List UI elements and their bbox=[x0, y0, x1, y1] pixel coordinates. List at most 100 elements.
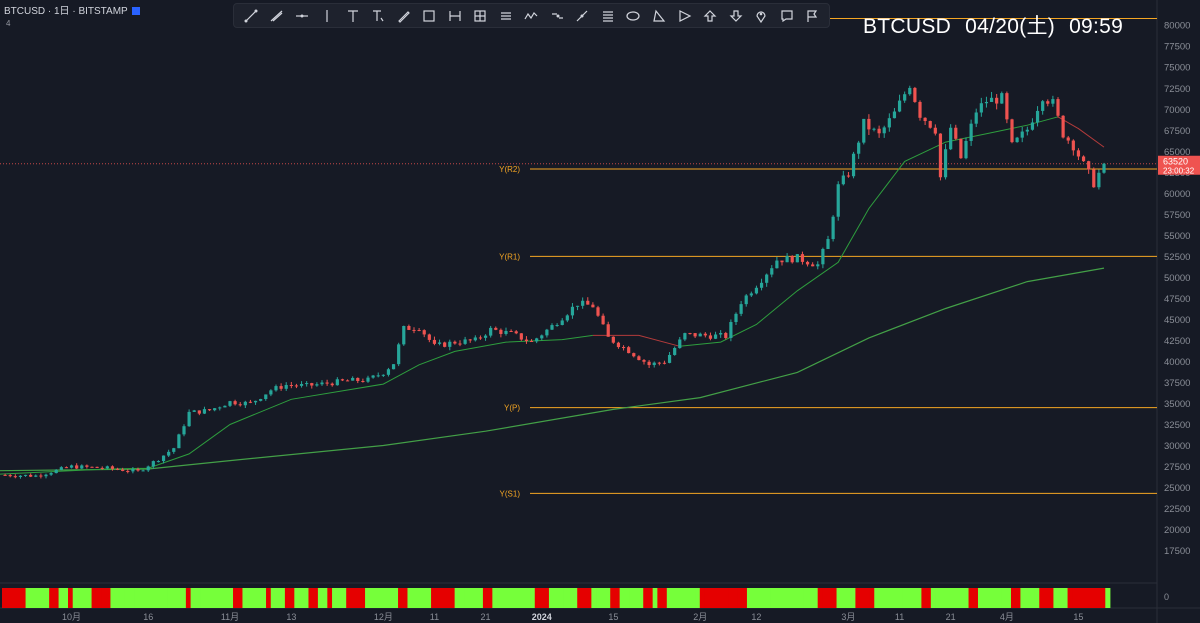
arrow-line-icon[interactable] bbox=[549, 8, 565, 24]
indicator-bar bbox=[464, 588, 470, 608]
indicator-bar bbox=[393, 588, 399, 608]
candle-body bbox=[243, 401, 247, 406]
candle-body bbox=[315, 384, 319, 386]
indicator-bar bbox=[148, 588, 154, 608]
indicator-bar bbox=[16, 588, 22, 608]
candle-body bbox=[673, 348, 677, 355]
pitchfork-icon[interactable] bbox=[677, 8, 693, 24]
indicator-bar bbox=[379, 588, 385, 608]
indicator-bar bbox=[53, 588, 59, 608]
pivot-label: Y(P) bbox=[504, 404, 520, 413]
candle-body bbox=[857, 142, 861, 154]
candle-body bbox=[453, 341, 457, 344]
text-note-icon[interactable] bbox=[370, 8, 386, 24]
indicator-bar bbox=[86, 588, 92, 608]
price-tick-label: 42500 bbox=[1164, 336, 1190, 347]
candle-body bbox=[156, 461, 161, 463]
flag-icon bbox=[131, 7, 140, 16]
indicator-bar bbox=[789, 588, 795, 608]
indicator-bar bbox=[332, 588, 338, 608]
indicator-bar bbox=[341, 588, 347, 608]
arrow-up-icon[interactable] bbox=[702, 8, 718, 24]
ray-icon[interactable] bbox=[268, 8, 284, 24]
indicator-bar bbox=[280, 588, 286, 608]
candle-body bbox=[928, 121, 932, 128]
indicator-bar bbox=[784, 588, 790, 608]
price-tick-label: 77500 bbox=[1164, 42, 1190, 53]
indicator-bar bbox=[360, 588, 366, 608]
candle-body bbox=[581, 300, 585, 306]
indicator-bar bbox=[506, 588, 512, 608]
candle-body bbox=[330, 383, 334, 386]
candle-body bbox=[202, 409, 207, 414]
curve-icon[interactable] bbox=[574, 8, 590, 24]
price-tick-label: 27500 bbox=[1164, 462, 1190, 473]
vertical-line-icon[interactable] bbox=[319, 8, 335, 24]
ma-short-line bbox=[0, 334, 593, 475]
candle-body bbox=[519, 333, 523, 340]
indicator-bar bbox=[808, 588, 814, 608]
pin-icon[interactable] bbox=[753, 8, 769, 24]
comment-icon[interactable] bbox=[779, 8, 795, 24]
candle-body bbox=[1035, 110, 1040, 123]
indicator-bar bbox=[841, 588, 847, 608]
candle-body bbox=[846, 175, 851, 177]
indicator-bar bbox=[449, 588, 456, 608]
indicator-bar bbox=[152, 588, 158, 608]
indicator-bar bbox=[539, 588, 545, 608]
indicator-count[interactable]: 4 bbox=[6, 19, 11, 28]
indicator-bar bbox=[68, 588, 74, 608]
indicator-bar bbox=[1058, 588, 1064, 608]
text-icon[interactable] bbox=[345, 8, 361, 24]
triangle-icon[interactable] bbox=[651, 8, 667, 24]
rectangle-icon[interactable] bbox=[421, 8, 437, 24]
grid-icon[interactable] bbox=[472, 8, 488, 24]
price-tick-label: 80000 bbox=[1164, 21, 1190, 32]
path-icon[interactable] bbox=[523, 8, 539, 24]
candle-body bbox=[75, 465, 79, 469]
candle-body bbox=[545, 329, 549, 336]
candle-body bbox=[555, 324, 559, 326]
ellipse-icon[interactable] bbox=[625, 8, 641, 24]
candle-body bbox=[805, 261, 810, 265]
candle-body bbox=[489, 327, 493, 336]
candle-body bbox=[248, 401, 253, 403]
brush-icon[interactable] bbox=[396, 8, 412, 24]
indicator-bar bbox=[284, 588, 290, 608]
flag-icon[interactable] bbox=[804, 8, 820, 24]
indicator-bar bbox=[1034, 588, 1040, 608]
candle-body bbox=[1071, 140, 1075, 151]
time-tick-label: 11 bbox=[430, 612, 439, 622]
time-tick-label: 15 bbox=[1073, 612, 1083, 622]
range-icon[interactable] bbox=[447, 8, 463, 24]
candle-body bbox=[1046, 101, 1050, 104]
indicator-bar bbox=[605, 588, 611, 608]
indicator-bar bbox=[39, 588, 45, 608]
indicator-bar bbox=[558, 588, 564, 608]
indicator-bar bbox=[110, 588, 116, 608]
parallel-channel-icon[interactable] bbox=[498, 8, 514, 24]
indicator-bar bbox=[581, 588, 588, 608]
fib-retracement-icon[interactable] bbox=[600, 8, 616, 24]
indicator-bar bbox=[746, 588, 753, 608]
candle-body bbox=[110, 466, 115, 469]
indicator-bar bbox=[685, 588, 691, 608]
candle-body bbox=[514, 331, 518, 334]
trend-line-icon[interactable] bbox=[243, 8, 259, 24]
candle-body bbox=[345, 380, 350, 382]
horizontal-line-icon[interactable] bbox=[294, 8, 310, 24]
indicator-bar bbox=[827, 588, 833, 608]
arrow-down-icon[interactable] bbox=[728, 8, 744, 24]
time-tick-label: 4月 bbox=[1000, 612, 1014, 622]
indicator-bar bbox=[119, 588, 125, 608]
indicator-bar bbox=[614, 588, 621, 608]
price-tick-label: 70000 bbox=[1164, 105, 1190, 116]
indicator-bar bbox=[195, 588, 201, 608]
symbol-info[interactable]: BTCUSD · 1日 · BITSTAMP bbox=[4, 2, 140, 17]
candle-body bbox=[371, 375, 375, 378]
candle-body bbox=[310, 383, 314, 386]
candle-body bbox=[177, 434, 181, 449]
candle-body bbox=[95, 466, 99, 468]
indicator-bar bbox=[214, 588, 220, 608]
